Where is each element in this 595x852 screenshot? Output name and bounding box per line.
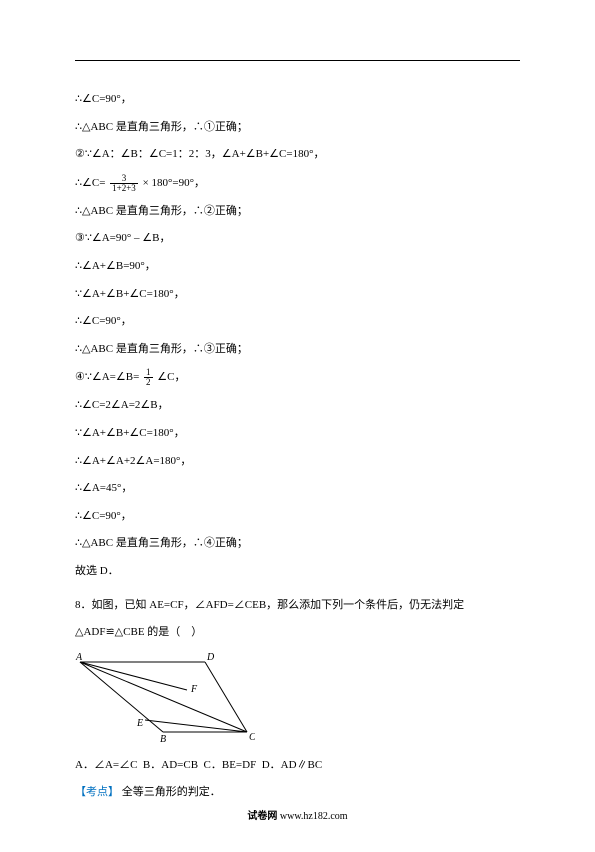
kaodian-label: 【考点】 bbox=[75, 786, 119, 798]
line-9: ∴∠C=90°， bbox=[75, 313, 520, 331]
svg-text:B: B bbox=[160, 734, 166, 742]
line-18: 故选 D． bbox=[75, 563, 520, 581]
line-5: ∴△ABC 是直角三角形，∴②正确； bbox=[75, 203, 520, 221]
fraction-2: 1 2 bbox=[144, 368, 153, 387]
svg-text:A: A bbox=[75, 652, 83, 663]
geometry-svg: A D F E B C bbox=[75, 652, 255, 742]
line-4: ∴∠C= 3 1+2+3 × 180°=90°， bbox=[75, 174, 520, 193]
q8-line-b: △ADF≌△CBE 的是（ ） bbox=[75, 624, 520, 642]
line-12: ∴∠C=2∠A=2∠B， bbox=[75, 397, 520, 415]
line-16: ∴∠C=90°， bbox=[75, 508, 520, 526]
line-11: ④∵∠A=∠B= 1 2 ∠C， bbox=[75, 368, 520, 387]
fraction-1-den: 1+2+3 bbox=[110, 184, 138, 193]
footer-bold: 试卷网 bbox=[247, 811, 277, 822]
line-4-pre: ∴∠C= bbox=[75, 177, 108, 189]
line-6: ③∵∠A=90° – ∠B， bbox=[75, 230, 520, 248]
options-line: A．∠A=∠C B．AD=CB C．BE=DF D．AD∥BC bbox=[75, 757, 520, 775]
line-3: ②∵∠A：∠B：∠C=1：2：3，∠A+∠B+∠C=180°， bbox=[75, 146, 520, 164]
geometry-diagram: A D F E B C bbox=[75, 652, 520, 747]
svg-text:C: C bbox=[249, 732, 255, 742]
line-13: ∵∠A+∠B+∠C=180°， bbox=[75, 425, 520, 443]
line-7: ∴∠A+∠B=90°， bbox=[75, 258, 520, 276]
svg-text:E: E bbox=[136, 718, 143, 729]
footer-url: www.hz182.com bbox=[277, 811, 347, 822]
line-1: ∴∠C=90°， bbox=[75, 91, 520, 109]
line-8: ∵∠A+∠B+∠C=180°， bbox=[75, 286, 520, 304]
line-2: ∴△ABC 是直角三角形，∴①正确； bbox=[75, 119, 520, 137]
footer: 试卷网 www.hz182.com bbox=[0, 807, 595, 822]
line-10: ∴△ABC 是直角三角形，∴③正确； bbox=[75, 341, 520, 359]
kaodian-line: 【考点】 全等三角形的判定． bbox=[75, 784, 520, 802]
fraction-2-den: 2 bbox=[144, 378, 153, 387]
line-15: ∴∠A=45°， bbox=[75, 480, 520, 498]
line-11-pre: ④∵∠A=∠B= bbox=[75, 371, 139, 383]
svg-text:D: D bbox=[206, 652, 215, 663]
svg-text:F: F bbox=[190, 684, 198, 695]
line-14: ∴∠A+∠A+2∠A=180°， bbox=[75, 453, 520, 471]
q8-line-a: 8．如图，已知 AE=CF，∠AFD=∠CEB，那么添加下列一个条件后，仍无法判… bbox=[75, 597, 520, 615]
line-11-post: ∠C， bbox=[157, 371, 185, 383]
line-4-post: × 180°=90°， bbox=[143, 177, 205, 189]
line-17: ∴△ABC 是直角三角形，∴④正确； bbox=[75, 535, 520, 553]
header-rule bbox=[75, 60, 520, 61]
fraction-1: 3 1+2+3 bbox=[110, 174, 138, 193]
kaodian-text: 全等三角形的判定． bbox=[122, 786, 221, 798]
